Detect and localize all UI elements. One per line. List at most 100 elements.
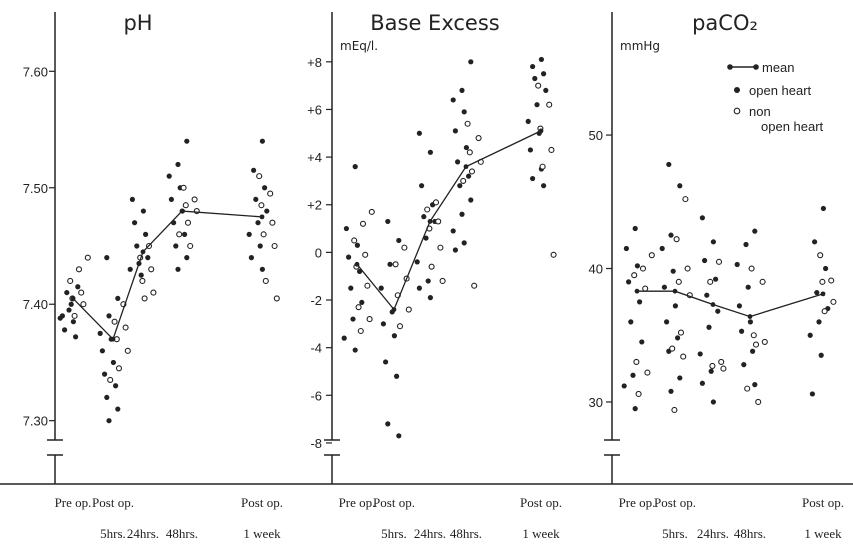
point-open-heart	[739, 328, 745, 334]
mean-point	[70, 296, 76, 301]
point-non-open-heart	[715, 258, 723, 265]
legend-mean-marker	[753, 64, 759, 70]
point-non-open-heart	[677, 329, 685, 336]
point-open-heart	[383, 359, 389, 365]
point-non-open-heart	[184, 219, 192, 226]
point-open-heart	[541, 71, 547, 77]
point-open-heart	[106, 418, 112, 424]
point-open-heart	[677, 375, 683, 381]
point-open-heart	[637, 299, 643, 305]
point-non-open-heart	[366, 316, 373, 323]
mean-point	[710, 302, 716, 307]
point-non-open-heart	[392, 261, 399, 268]
point-open-heart	[419, 183, 425, 189]
point-non-open-heart	[258, 202, 265, 209]
x-label-bottom: 24hrs.	[697, 526, 729, 541]
point-open-heart	[140, 208, 146, 214]
point-open-heart	[75, 284, 81, 290]
x-label-bottom: 24hrs.	[127, 526, 159, 541]
point-non-open-heart	[748, 265, 755, 272]
x-label-bottom: 48hrs.	[166, 526, 198, 541]
point-open-heart	[378, 285, 384, 291]
point-non-open-heart	[182, 202, 189, 209]
point-open-heart	[745, 284, 751, 290]
point-non-open-heart	[187, 242, 194, 250]
point-open-heart	[387, 261, 393, 267]
x-label-top: Post op.	[520, 495, 562, 510]
point-non-open-heart	[424, 206, 431, 213]
point-open-heart	[385, 421, 391, 427]
mean-point	[747, 314, 753, 319]
point-open-heart	[68, 301, 74, 307]
point-open-heart	[708, 368, 714, 374]
point-non-open-heart	[364, 282, 371, 289]
point-open-heart	[450, 228, 456, 234]
point-open-heart	[452, 128, 458, 134]
point-open-heart	[396, 237, 402, 244]
point-open-heart	[752, 228, 758, 234]
point-open-heart	[416, 130, 422, 136]
point-non-open-heart	[269, 219, 276, 226]
point-open-heart	[416, 285, 422, 291]
point-non-open-heart	[432, 199, 440, 206]
point-non-open-heart	[744, 385, 751, 392]
y-tick-label: -6	[310, 388, 322, 403]
point-open-heart	[736, 303, 743, 309]
point-open-heart	[66, 307, 72, 313]
point-non-open-heart	[148, 266, 155, 273]
point-open-heart	[677, 183, 683, 189]
point-open-heart	[113, 383, 119, 389]
point-open-heart	[264, 208, 270, 214]
point-non-open-heart	[752, 341, 760, 348]
point-open-heart	[664, 319, 670, 325]
y-tick-label: -8	[310, 436, 322, 451]
point-open-heart	[343, 225, 349, 232]
point-open-heart	[741, 362, 747, 368]
mean-point	[354, 261, 360, 267]
y-tick-label: 7.30	[23, 414, 48, 429]
point-open-heart	[668, 388, 674, 394]
y-tick-label: +2	[307, 198, 322, 213]
x-label-top: Pre op.	[339, 495, 376, 510]
y-tick-label: -4	[310, 341, 322, 356]
point-non-open-heart	[468, 168, 476, 175]
point-non-open-heart	[642, 285, 649, 292]
point-open-heart	[532, 75, 538, 82]
y-tick-label: +8	[307, 55, 322, 70]
point-non-open-heart	[761, 338, 768, 345]
mean-line	[637, 290, 824, 318]
point-non-open-heart	[80, 301, 87, 308]
point-open-heart	[459, 87, 465, 94]
point-open-heart	[530, 175, 536, 182]
point-open-heart	[423, 235, 429, 241]
point-open-heart	[62, 327, 68, 333]
point-open-heart	[468, 59, 474, 65]
point-open-heart	[468, 197, 474, 203]
point-non-open-heart	[362, 251, 369, 258]
y-tick-label: 7.60	[23, 64, 48, 79]
point-open-heart	[710, 399, 717, 405]
point-open-heart	[747, 319, 754, 325]
legend-non-open-heart-marker	[733, 107, 741, 115]
point-non-open-heart	[75, 266, 83, 273]
point-non-open-heart	[396, 323, 404, 330]
point-open-heart	[668, 232, 674, 238]
point-non-open-heart	[124, 347, 131, 354]
point-open-heart	[534, 102, 540, 108]
point-non-open-heart	[115, 365, 123, 372]
point-open-heart	[175, 266, 181, 272]
point-non-open-heart	[635, 390, 642, 398]
point-non-open-heart	[271, 242, 278, 250]
point-open-heart	[262, 185, 268, 191]
point-non-open-heart	[755, 398, 762, 406]
point-open-heart	[623, 245, 630, 252]
point-non-open-heart	[707, 278, 714, 285]
point-open-heart	[102, 371, 108, 377]
point-non-open-heart	[675, 278, 682, 285]
point-non-open-heart	[78, 289, 85, 296]
point-open-heart	[145, 255, 151, 261]
point-open-heart	[457, 183, 463, 189]
x-label-bottom: 48hrs.	[450, 526, 482, 541]
legend-non-label: non	[749, 104, 771, 119]
